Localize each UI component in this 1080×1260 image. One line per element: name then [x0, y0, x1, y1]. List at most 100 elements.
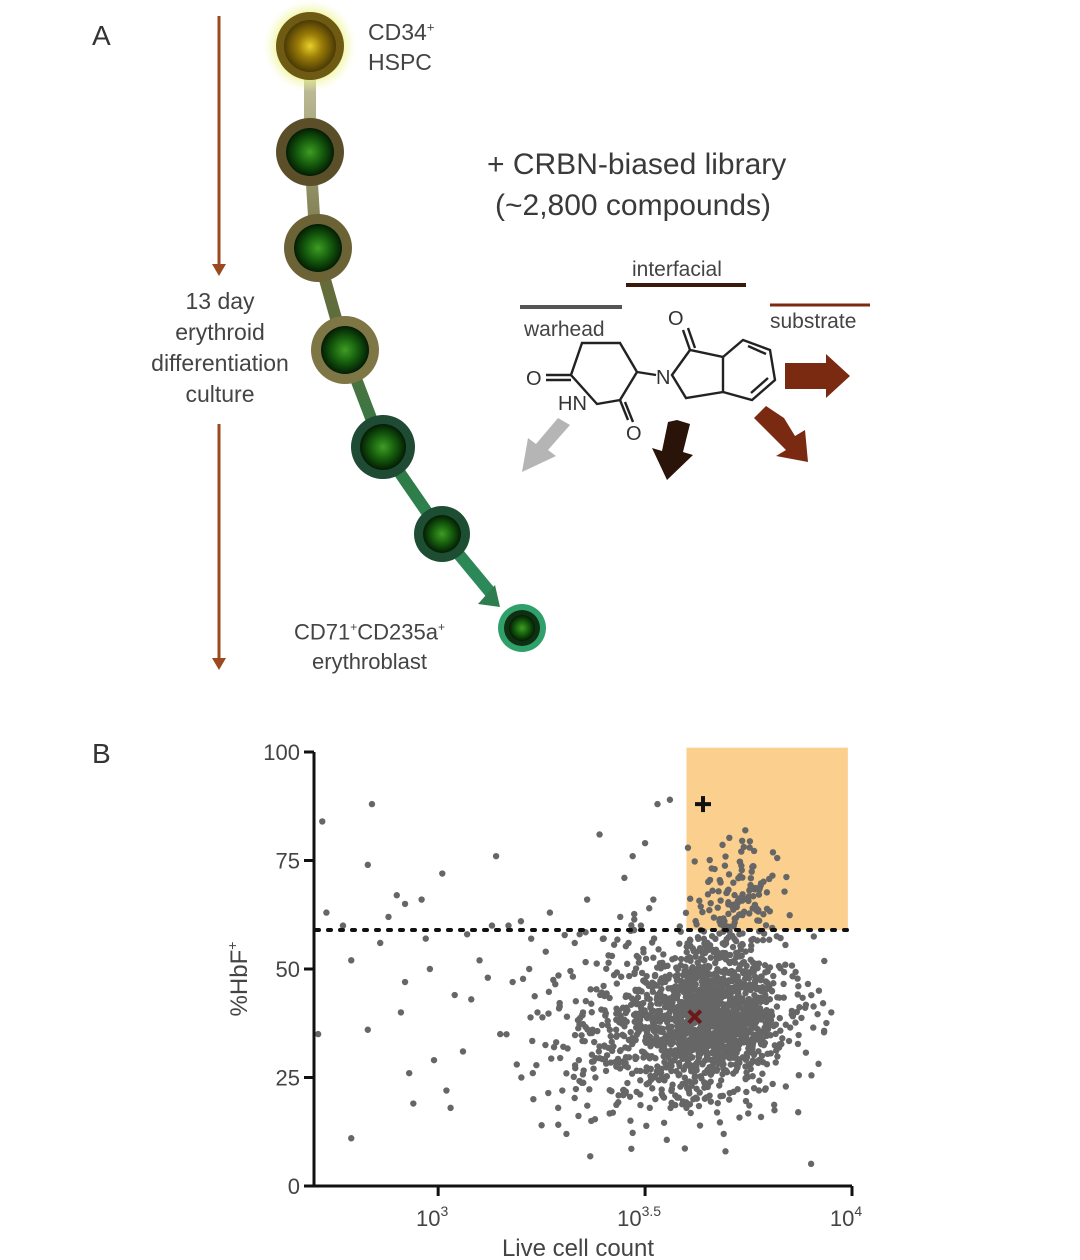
scatter-point: [596, 1055, 603, 1062]
scatter-point: [595, 1048, 603, 1055]
scatter-point: [641, 978, 648, 985]
scatter-point: [606, 1026, 614, 1034]
scatter-point: [707, 954, 714, 961]
scatter-point: [538, 1122, 545, 1129]
scatter-point: [679, 1101, 686, 1108]
scatter-point: [677, 1015, 684, 1022]
scatter-point: [725, 978, 732, 985]
data-points: [314, 796, 835, 1168]
scatter-point: [704, 939, 711, 946]
scatter-point: [643, 1013, 650, 1020]
scatter-point: [660, 1045, 667, 1053]
scatter-point: [581, 1037, 588, 1045]
scatter-point: [726, 1029, 733, 1036]
scatter-point: [760, 911, 767, 918]
scatter-point: [786, 912, 793, 919]
scatter-point: [733, 1055, 741, 1062]
scatter-point: [655, 946, 662, 953]
scatter-point: [651, 971, 659, 979]
scatter-point: [704, 1000, 712, 1008]
scatter-point: [725, 969, 733, 977]
scatter-point: [736, 895, 743, 902]
scatter-point: [364, 1026, 371, 1033]
scatter-point: [563, 1013, 571, 1020]
scatter-point: [459, 1048, 467, 1055]
scatter-point: [650, 935, 658, 942]
scatter-point: [698, 993, 705, 1000]
scatter-point: [745, 1110, 752, 1117]
scatter-point: [624, 1007, 631, 1014]
scatter-point: [714, 949, 722, 957]
scatter-point: [644, 1033, 652, 1040]
scatter-point: [692, 1094, 699, 1101]
panel-a-diagram: O N O HN O: [212, 0, 870, 670]
scatter-point: [646, 1055, 653, 1062]
scatter-point: [772, 1030, 779, 1038]
library-label-line2: (~2,800 compounds): [495, 189, 772, 222]
scatter-point: [555, 1121, 562, 1128]
scatter-point: [764, 979, 771, 986]
scatter-point: [606, 994, 613, 1002]
scatter-point: [823, 1019, 830, 1027]
scatter-point: [405, 1069, 413, 1077]
scatter-point: [588, 1009, 595, 1016]
scatter-point: [622, 943, 630, 950]
scatter-point: [688, 1067, 695, 1075]
atom-hn: HN: [558, 393, 587, 415]
scatter-point: [704, 1056, 712, 1063]
scatter-point: [602, 1010, 610, 1017]
scatter-point: [609, 1109, 617, 1116]
scatter-point: [689, 1054, 696, 1061]
scatter-point: [739, 1054, 747, 1061]
scatter-point: [695, 963, 703, 970]
x-tick-label: 103: [416, 1203, 448, 1231]
scatter-point: [704, 891, 712, 898]
x-tick-label: 103.5: [617, 1203, 661, 1231]
scatter-point: [676, 1023, 684, 1030]
scatter-point: [756, 1077, 763, 1084]
scatter-point: [769, 1080, 776, 1088]
scatter-point: [637, 1067, 644, 1075]
scatter-point: [685, 1004, 692, 1011]
scatter-point: [664, 962, 671, 970]
scatter-point: [545, 1010, 552, 1017]
scatter-point: [642, 955, 650, 962]
scatter-point: [646, 905, 653, 912]
scatter-point: [672, 988, 679, 996]
scatter-point: [716, 876, 723, 884]
scatter-point: [760, 930, 768, 937]
scatter-point: [732, 1010, 739, 1017]
scatter-point: [397, 1009, 405, 1016]
scatter-point: [755, 891, 763, 898]
scatter-point: [635, 954, 642, 961]
scatter-point: [735, 977, 742, 985]
scatter-point: [618, 973, 625, 980]
scatter-point: [628, 922, 635, 929]
scatter-point: [622, 1044, 629, 1051]
scatter-point: [587, 1153, 594, 1160]
scatter-point: [578, 1079, 585, 1086]
substrate-label: substrate: [770, 310, 857, 333]
scatter-point: [725, 871, 733, 878]
scatter-point: [750, 847, 758, 855]
scatter-point: [713, 1109, 721, 1116]
scatter-point: [750, 1084, 758, 1092]
scatter-point: [563, 1070, 570, 1077]
scatter-point: [633, 1031, 641, 1038]
scatter-point: [717, 1024, 724, 1031]
scatter-point: [426, 965, 434, 973]
scatter-point: [819, 1000, 827, 1007]
scatter-point: [590, 1065, 597, 1072]
tick-labels: 0 25 50 75 100 103 103.5 104: [263, 740, 862, 1231]
scatter-point: [736, 858, 744, 866]
scatter-point: [621, 874, 628, 882]
scatter-point: [610, 1043, 617, 1050]
scatter-point: [527, 935, 535, 942]
scatter-point: [640, 949, 647, 956]
scatter-point: [647, 1042, 654, 1050]
scatter-point: [727, 1061, 734, 1068]
scatter-point: [605, 959, 612, 966]
scatter-point: [758, 1016, 765, 1023]
scatter-point: [723, 1010, 731, 1018]
scatter-point: [401, 978, 409, 986]
